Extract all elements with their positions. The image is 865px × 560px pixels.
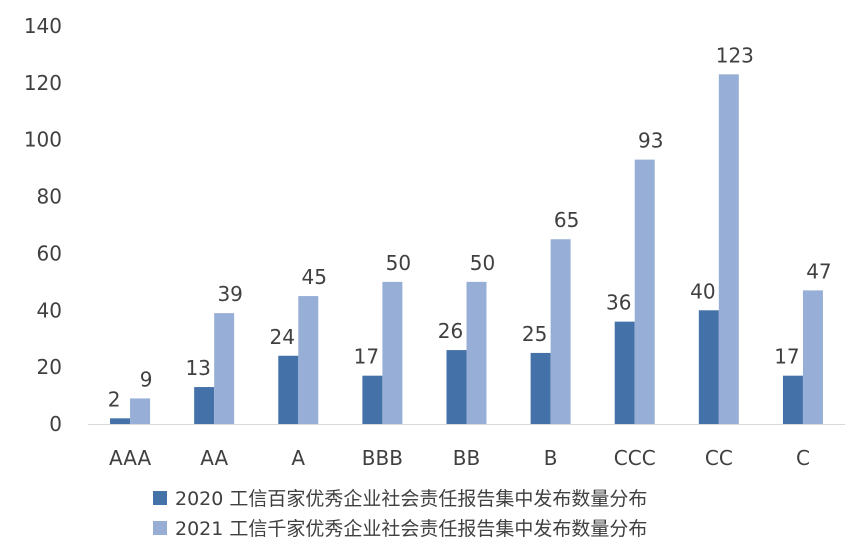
data-label-series-1: 26 (438, 319, 463, 343)
bar-series-2 (550, 239, 571, 424)
bar-series-2 (466, 281, 487, 424)
legend-swatch-series-2 (153, 521, 167, 535)
bar-series-2 (802, 290, 823, 424)
data-label-series-1: 25 (522, 322, 547, 346)
x-axis-tick-labels: AAA AA A BBB BB B CCC CC C (109, 446, 810, 470)
data-label-series-1: 24 (270, 325, 295, 349)
x-tick-label: AAA (109, 446, 151, 470)
bar-series-1 (194, 387, 215, 424)
bar-series-2 (298, 296, 319, 424)
x-tick-label: BB (453, 446, 480, 470)
bar-series-2 (130, 398, 151, 424)
x-tick-label: CCC (614, 446, 656, 470)
x-tick-label: CC (705, 446, 733, 470)
bars-layer (110, 74, 823, 424)
data-label-series-1: 2 (108, 387, 121, 411)
y-tick-label: 20 (37, 355, 62, 379)
bar-series-1 (362, 375, 383, 424)
data-label-series-1: 17 (774, 345, 799, 369)
bar-series-1 (530, 352, 551, 424)
y-tick-label: 80 (37, 185, 62, 209)
bar-series-1 (782, 375, 803, 424)
legend-label-series-2: 2021 工信千家优秀企业社会责任报告集中发布数量分布 (175, 518, 647, 540)
data-label-series-2: 93 (638, 129, 663, 153)
data-label-series-2: 47 (806, 259, 831, 283)
legend: 2020 工信百家优秀企业社会责任报告集中发布数量分布 2021 工信千家优秀企业… (153, 488, 647, 540)
data-label-series-1: 36 (606, 291, 631, 315)
y-tick-label: 120 (24, 71, 62, 95)
x-tick-label: AA (200, 446, 228, 470)
bar-series-1 (110, 418, 131, 424)
x-tick-label: C (796, 446, 810, 470)
data-label-series-2: 9 (140, 367, 153, 391)
data-label-series-2: 50 (470, 251, 495, 275)
x-tick-label: B (544, 446, 558, 470)
bar-series-2 (634, 159, 655, 424)
x-tick-label: BBB (362, 446, 403, 470)
bar-series-1 (614, 321, 635, 424)
bar-series-2 (382, 281, 403, 424)
y-tick-label: 100 (24, 128, 62, 152)
data-label-series-1: 13 (185, 356, 210, 380)
x-tick-label: A (291, 446, 305, 470)
data-label-series-1: 40 (690, 279, 715, 303)
data-label-series-1: 17 (354, 345, 379, 369)
data-label-series-2: 65 (554, 208, 579, 232)
bar-series-2 (214, 313, 235, 424)
data-label-series-2: 45 (302, 265, 327, 289)
legend-swatch-series-1 (153, 491, 167, 505)
y-axis-tick-labels: 0 20 40 60 80 100 120 140 (24, 14, 62, 436)
data-label-series-2: 39 (217, 282, 242, 306)
bar-series-1 (278, 355, 299, 424)
legend-label-series-1: 2020 工信百家优秀企业社会责任报告集中发布数量分布 (175, 488, 647, 510)
bar-series-1 (698, 310, 719, 424)
y-tick-label: 40 (37, 298, 62, 322)
data-label-series-2: 123 (716, 43, 754, 67)
bar-series-1 (446, 350, 467, 424)
y-tick-label: 0 (49, 412, 62, 436)
bar-series-2 (718, 74, 739, 424)
data-labels-layer: 2 13 24 17 26 25 36 40 17 9 39 45 50 50 65 93 123 47 (108, 43, 832, 411)
data-label-series-2: 50 (386, 251, 411, 275)
y-tick-label: 140 (24, 14, 62, 38)
y-tick-label: 60 (37, 241, 62, 265)
